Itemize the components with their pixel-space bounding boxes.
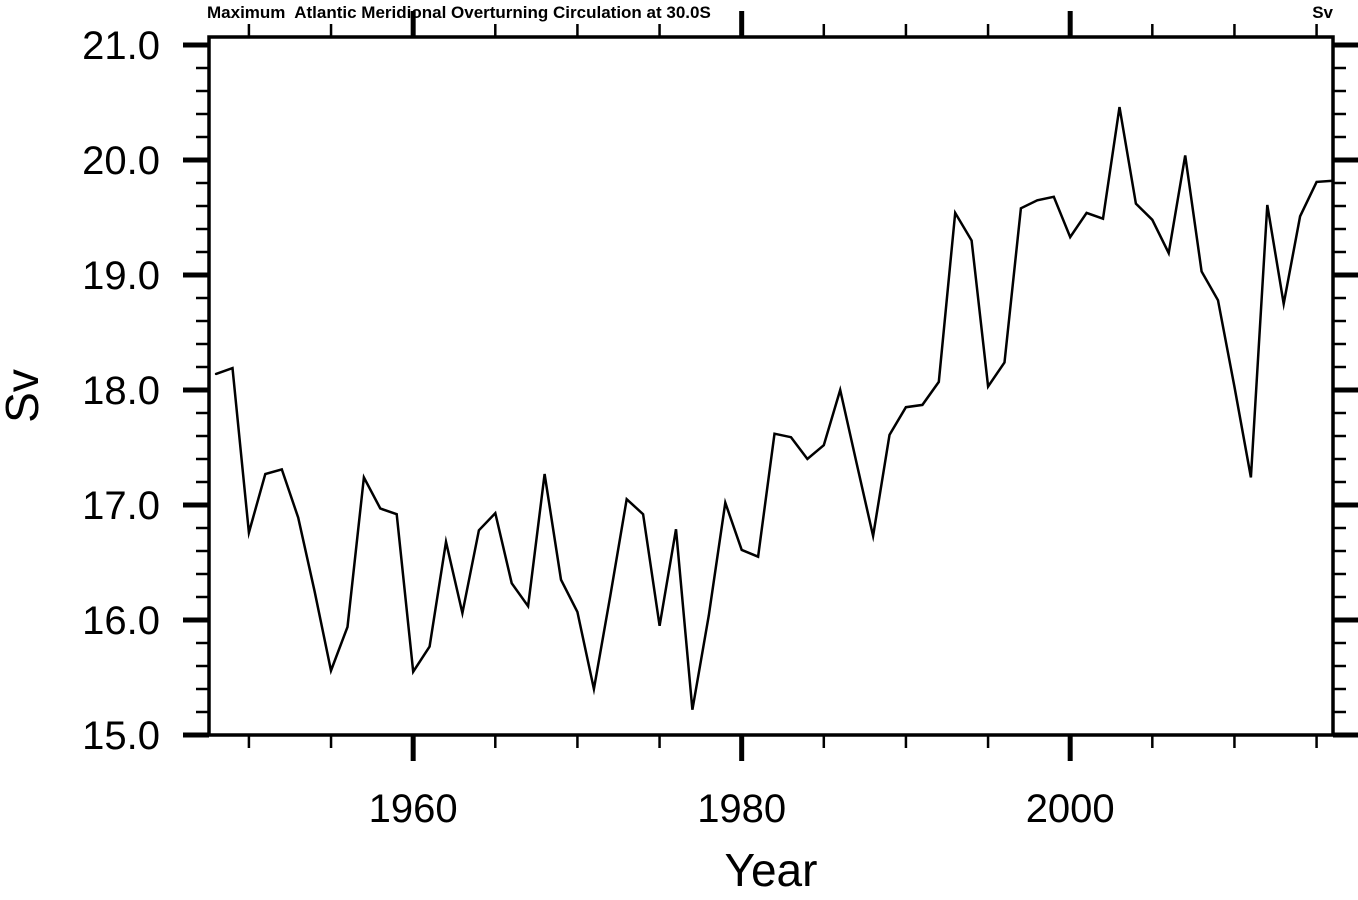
x-axis-label: Year <box>724 844 818 896</box>
chart-title: Maximum Atlantic Meridional Overturning … <box>207 3 711 22</box>
y-tick-label: 15.0 <box>82 714 160 758</box>
amoc-timeseries-line <box>214 106 1335 710</box>
y-axis-label: Sv <box>0 369 48 423</box>
x-tick-label: 2000 <box>1026 787 1115 831</box>
x-tick-label: 1980 <box>697 787 786 831</box>
y-tick-label: 17.0 <box>82 484 160 528</box>
plot-frame <box>207 35 1335 737</box>
y-tick-label: 20.0 <box>82 139 160 183</box>
x-tick-label: 1960 <box>369 787 458 831</box>
y-tick-label: 19.0 <box>82 254 160 298</box>
y-tick-label: 16.0 <box>82 599 160 643</box>
y-tick-label: 21.0 <box>82 24 160 68</box>
y-tick-label: 18.0 <box>82 369 160 413</box>
right-axis-unit-label: Sv <box>1312 3 1333 22</box>
